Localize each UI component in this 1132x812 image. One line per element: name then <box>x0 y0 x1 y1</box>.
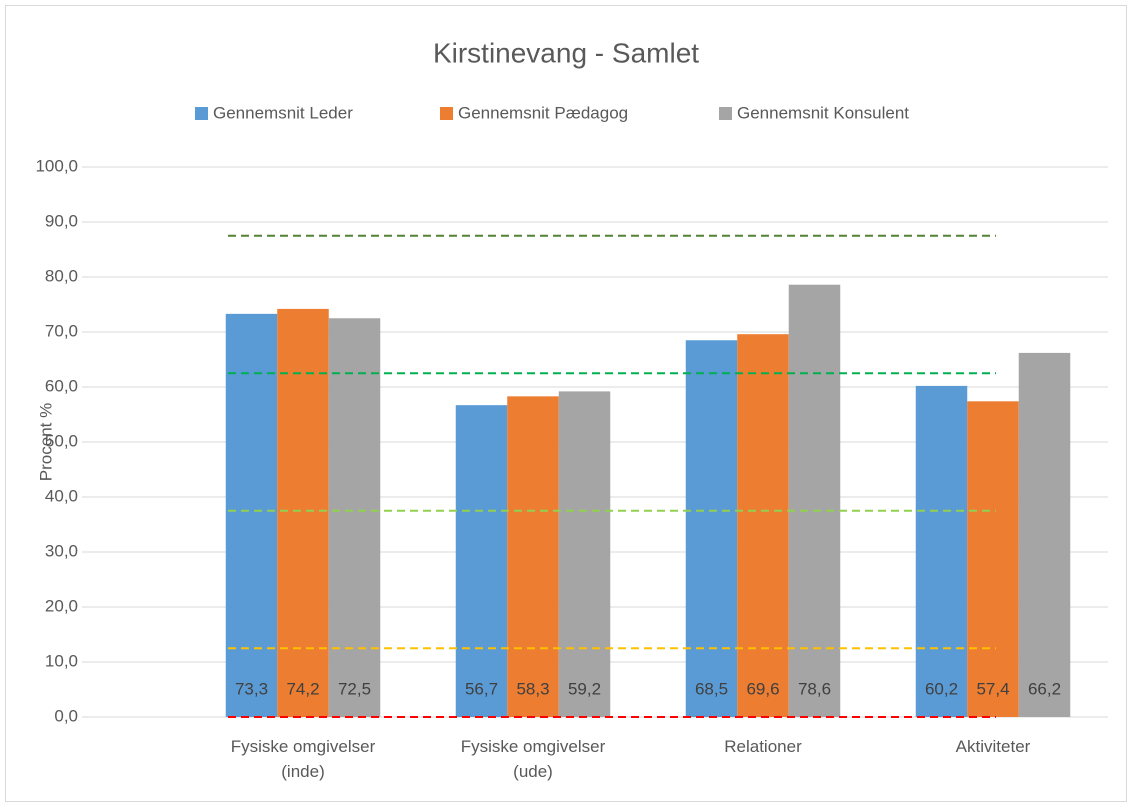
y-tick-label: 50,0 <box>45 431 78 450</box>
legend-label: Gennemsnit Pædagog <box>458 103 628 122</box>
bar <box>507 396 559 717</box>
data-label: 74,2 <box>286 679 319 698</box>
data-label: 66,2 <box>1028 679 1061 698</box>
y-tick-label: 80,0 <box>45 266 78 285</box>
bar <box>455 405 508 717</box>
chart-title: Kirstinevang - Samlet <box>433 37 699 68</box>
y-tick-label: 30,0 <box>45 541 78 560</box>
data-label: 56,7 <box>465 679 498 698</box>
legend-label: Gennemsnit Leder <box>213 103 353 122</box>
y-tick-label: 60,0 <box>45 376 78 395</box>
bar <box>788 284 841 717</box>
data-label: 68,5 <box>695 679 728 698</box>
bar <box>328 318 381 717</box>
y-tick-label: 70,0 <box>45 321 78 340</box>
legend-swatch <box>719 107 732 120</box>
y-axis-title: Procent % <box>36 403 55 481</box>
y-tick-label: 20,0 <box>45 596 78 615</box>
legend-swatch <box>195 107 208 120</box>
data-label: 60,2 <box>925 679 958 698</box>
x-tick-label: Relationer <box>724 737 802 756</box>
legend-swatch <box>440 107 453 120</box>
y-tick-label: 100,0 <box>35 156 78 175</box>
x-tick-label: Fysiske omgivelser (inde) <box>231 737 376 781</box>
data-label: 59,2 <box>568 679 601 698</box>
bar <box>225 313 278 717</box>
data-label: 57,4 <box>976 679 1009 698</box>
bar <box>685 340 738 717</box>
y-tick-label: 40,0 <box>45 486 78 505</box>
bar <box>967 401 1019 717</box>
bar <box>737 334 789 717</box>
x-tick-label: Fysiske omgivelser (ude) <box>461 737 606 781</box>
data-label: 73,3 <box>235 679 268 698</box>
y-tick-label: 10,0 <box>45 651 78 670</box>
y-tick-label: 90,0 <box>45 211 78 230</box>
bar <box>558 391 611 717</box>
bar <box>277 308 329 717</box>
bar <box>915 385 968 717</box>
data-label: 58,3 <box>516 679 549 698</box>
data-label: 78,6 <box>798 679 831 698</box>
bar <box>1018 352 1071 717</box>
y-tick-label: 0,0 <box>54 706 78 725</box>
data-label: 72,5 <box>338 679 371 698</box>
legend-label: Gennemsnit Konsulent <box>737 103 909 122</box>
data-label: 69,6 <box>746 679 779 698</box>
x-tick-label: Aktiviteter <box>956 737 1031 756</box>
